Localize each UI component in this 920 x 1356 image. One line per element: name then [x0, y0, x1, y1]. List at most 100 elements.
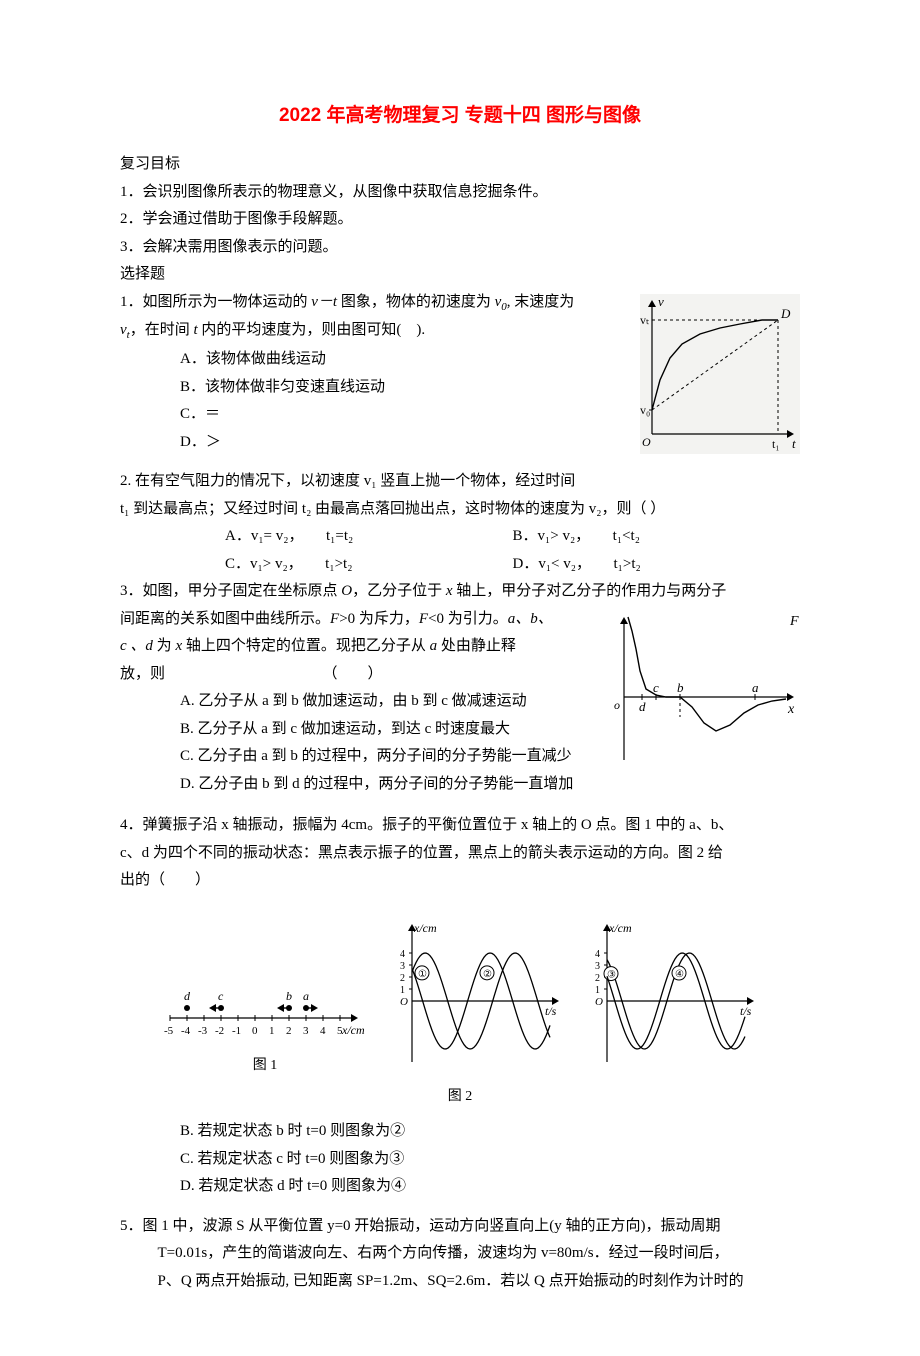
q3-x: x	[446, 583, 453, 599]
svg-text:a: a	[303, 989, 309, 1003]
svg-text:O: O	[400, 996, 408, 1008]
q3-s6: <0 为引力。	[428, 611, 508, 627]
q3-s8: 轴上四个特定的位置。现把乙分子从	[182, 638, 430, 654]
q5-line3: P、Q 两点开始振动, 已知距离 SP=1.2m、SQ=2.6m．若以 Q 点开…	[120, 1269, 800, 1295]
q4-fig1: -5-4-3-2-1012345x/cmdcba 图 1	[160, 984, 370, 1077]
svg-text:d: d	[184, 989, 191, 1003]
q2-stem: 2. 在有空气阻力的情况下，以初速度 v₁ 竖直上抛一个物体，经过时间	[120, 469, 800, 495]
question-4: 4．弹簧振子沿 x 轴振动，振幅为 4cm。振子的平衡位置位于 x 轴上的 O …	[120, 813, 800, 1199]
select-head: 选择题	[120, 262, 800, 288]
q4-option-c: C. 若规定状态 c 时 t=0 则图象为③	[120, 1147, 800, 1173]
svg-text:②: ②	[483, 969, 492, 980]
q3-option-d: D. 乙分子由 b 到 d 的过程中，两分子间的分子势能一直增加	[120, 772, 800, 798]
svg-text:-1: -1	[232, 1025, 241, 1037]
svg-text:F: F	[789, 614, 799, 629]
q3-line1: 3．如图，甲分子固定在坐标原点 O，乙分子位于 x 轴上，甲分子对乙分子的作用力…	[120, 579, 800, 605]
q5-line1: 5．图 1 中，波源 S 从平衡位置 y=0 开始振动，运动方向竖直向上(y 轴…	[120, 1214, 800, 1240]
svg-text:d: d	[639, 699, 646, 714]
svg-text:2: 2	[595, 973, 600, 984]
svg-text:1: 1	[595, 985, 600, 996]
q4-fig2a: 1234x/cmt/sO①②	[390, 918, 565, 1078]
q4-fig1-caption: 图 1	[160, 1054, 370, 1078]
q3-s5: >0 为斥力，	[339, 611, 419, 627]
svg-text:b: b	[286, 989, 292, 1003]
svg-text:①: ①	[418, 969, 427, 980]
svg-text:b: b	[677, 680, 684, 695]
q3-s1: 3．如图，甲分子固定在坐标原点	[120, 583, 341, 599]
svg-text:3: 3	[400, 961, 405, 972]
q2-option-d: D．v₁< v₂， t₁>t₂	[513, 552, 801, 578]
q3-cd: c 、d	[120, 638, 153, 654]
svg-text:c: c	[218, 989, 224, 1003]
svg-text:t: t	[792, 436, 796, 451]
q3-a: a	[430, 638, 438, 654]
svg-text:x/cm: x/cm	[608, 921, 632, 935]
svg-text:x/cm: x/cm	[341, 1023, 365, 1037]
q2-row1: A．v₁= v₂， t₁=t₂ B．v₁> v₂， t₁<t₂	[120, 524, 800, 550]
q4-figures: -5-4-3-2-1012345x/cmdcba 图 1 1234x/cmt/s…	[120, 918, 800, 1078]
q2-row2: C．v₁> v₂， t₁>t₂ D．v₁< v₂， t₁>t₂	[120, 552, 800, 578]
q1-text: 1．如图所示为一物体运动的	[120, 294, 311, 310]
svg-text:a: a	[752, 680, 759, 695]
q4-option-b: B. 若规定状态 b 时 t=0 则图象为②	[120, 1119, 800, 1145]
q3-s7: 为	[153, 638, 176, 654]
svg-text:v: v	[658, 294, 664, 309]
svg-text:4: 4	[320, 1025, 326, 1037]
q4-stem1: 4．弹簧振子沿 x 轴振动，振幅为 4cm。振子的平衡位置位于 x 轴上的 O …	[120, 813, 800, 839]
q2-option-a: A．v₁= v₂， t₁=t₂	[180, 524, 513, 550]
svg-text:-5: -5	[164, 1025, 174, 1037]
q1-graph: v t O Dvₜ v₀ t₁	[640, 294, 800, 464]
q3-s2: ，乙分子位于	[352, 583, 446, 599]
svg-text:3: 3	[303, 1025, 309, 1037]
svg-text:t₁: t₁	[772, 437, 780, 451]
q3-s3: 轴上，甲分子对乙分子的作用力与两分子	[453, 583, 727, 599]
svg-text:4: 4	[400, 949, 405, 960]
svg-text:④: ④	[675, 969, 684, 980]
svg-text:c: c	[653, 680, 659, 695]
q4-fig2-caption: 图 2	[120, 1085, 800, 1109]
q4-fig2b: 1234x/cmt/sO③④	[585, 918, 760, 1078]
q3-O: O	[341, 583, 352, 599]
svg-text:vₜ: vₜ	[640, 313, 650, 327]
q3-graph: Fx o c b a d	[610, 611, 800, 776]
q1-vt2: v	[120, 322, 127, 338]
svg-text:2: 2	[286, 1025, 292, 1037]
question-5: 5．图 1 中，波源 S 从平衡位置 y=0 开始振动，运动方向竖直向上(y 轴…	[120, 1214, 800, 1295]
q4-stem3: 出的（ ）	[120, 868, 800, 894]
q2-option-b: B．v₁> v₂， t₁<t₂	[513, 524, 801, 550]
svg-text:-4: -4	[181, 1025, 191, 1037]
svg-text:x: x	[787, 702, 795, 717]
page-title: 2022 年高考物理复习 专题十四 图形与图像	[120, 100, 800, 132]
svg-text:3: 3	[595, 961, 600, 972]
svg-text:O: O	[595, 996, 603, 1008]
q3-Fp: F	[330, 611, 339, 627]
svg-text:x/cm: x/cm	[413, 921, 437, 935]
goal-3: 3．会解决需用图像表示的问题。	[120, 235, 800, 261]
svg-text:O: O	[642, 435, 651, 449]
svg-text:0: 0	[252, 1025, 258, 1037]
q2-stem2: t₁ 到达最高点；又经过时间 t₂ 由最高点落回抛出点，这时物体的速度为 v₂，…	[120, 497, 800, 523]
q4-option-d: D. 若规定状态 d 时 t=0 则图象为④	[120, 1174, 800, 1200]
question-3: 3．如图，甲分子固定在坐标原点 O，乙分子位于 x 轴上，甲分子对乙分子的作用力…	[120, 579, 800, 799]
svg-text:1: 1	[400, 985, 405, 996]
q3-ab: a、b、	[508, 611, 553, 627]
svg-text:t/s: t/s	[740, 1004, 752, 1018]
goal-2: 2．学会通过借助于图像手段解题。	[120, 207, 800, 233]
q4-stem2: c、d 为四个不同的振动状态：黑点表示振子的位置，黑点上的箭头表示运动的方向。图…	[120, 841, 800, 867]
svg-text:-3: -3	[198, 1025, 208, 1037]
q5-line2: T=0.01s，产生的简谐波向左、右两个方向传播，波速均为 v=80m/s．经过…	[120, 1241, 800, 1267]
goals-head: 复习目标	[120, 152, 800, 178]
svg-text:v₀: v₀	[640, 403, 650, 417]
q2-option-c: C．v₁> v₂， t₁>t₂	[180, 552, 513, 578]
q1-text2: 图象，物体的初速度为	[337, 294, 495, 310]
q1-text5: 内的平均速度为，则由图可知( ).	[198, 322, 426, 338]
goal-1: 1．会识别图像所表示的物理意义，从图像中获取信息挖掘条件。	[120, 180, 800, 206]
svg-text:D: D	[780, 306, 791, 321]
svg-text:4: 4	[595, 949, 600, 960]
q1-text3: , 末速度为	[507, 294, 575, 310]
q3-s4: 间距离的关系如图中曲线所示。	[120, 611, 330, 627]
svg-text:-2: -2	[215, 1025, 224, 1037]
svg-text:o: o	[614, 698, 620, 712]
q3-Fn: F	[419, 611, 428, 627]
question-2: 2. 在有空气阻力的情况下，以初速度 v₁ 竖直上抛一个物体，经过时间 t₁ 到…	[120, 469, 800, 577]
